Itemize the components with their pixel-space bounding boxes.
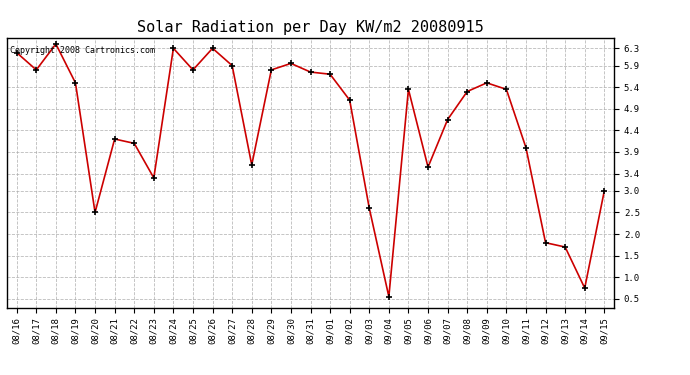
Title: Solar Radiation per Day KW/m2 20080915: Solar Radiation per Day KW/m2 20080915 bbox=[137, 20, 484, 35]
Text: Copyright 2008 Cartronics.com: Copyright 2008 Cartronics.com bbox=[10, 46, 155, 55]
